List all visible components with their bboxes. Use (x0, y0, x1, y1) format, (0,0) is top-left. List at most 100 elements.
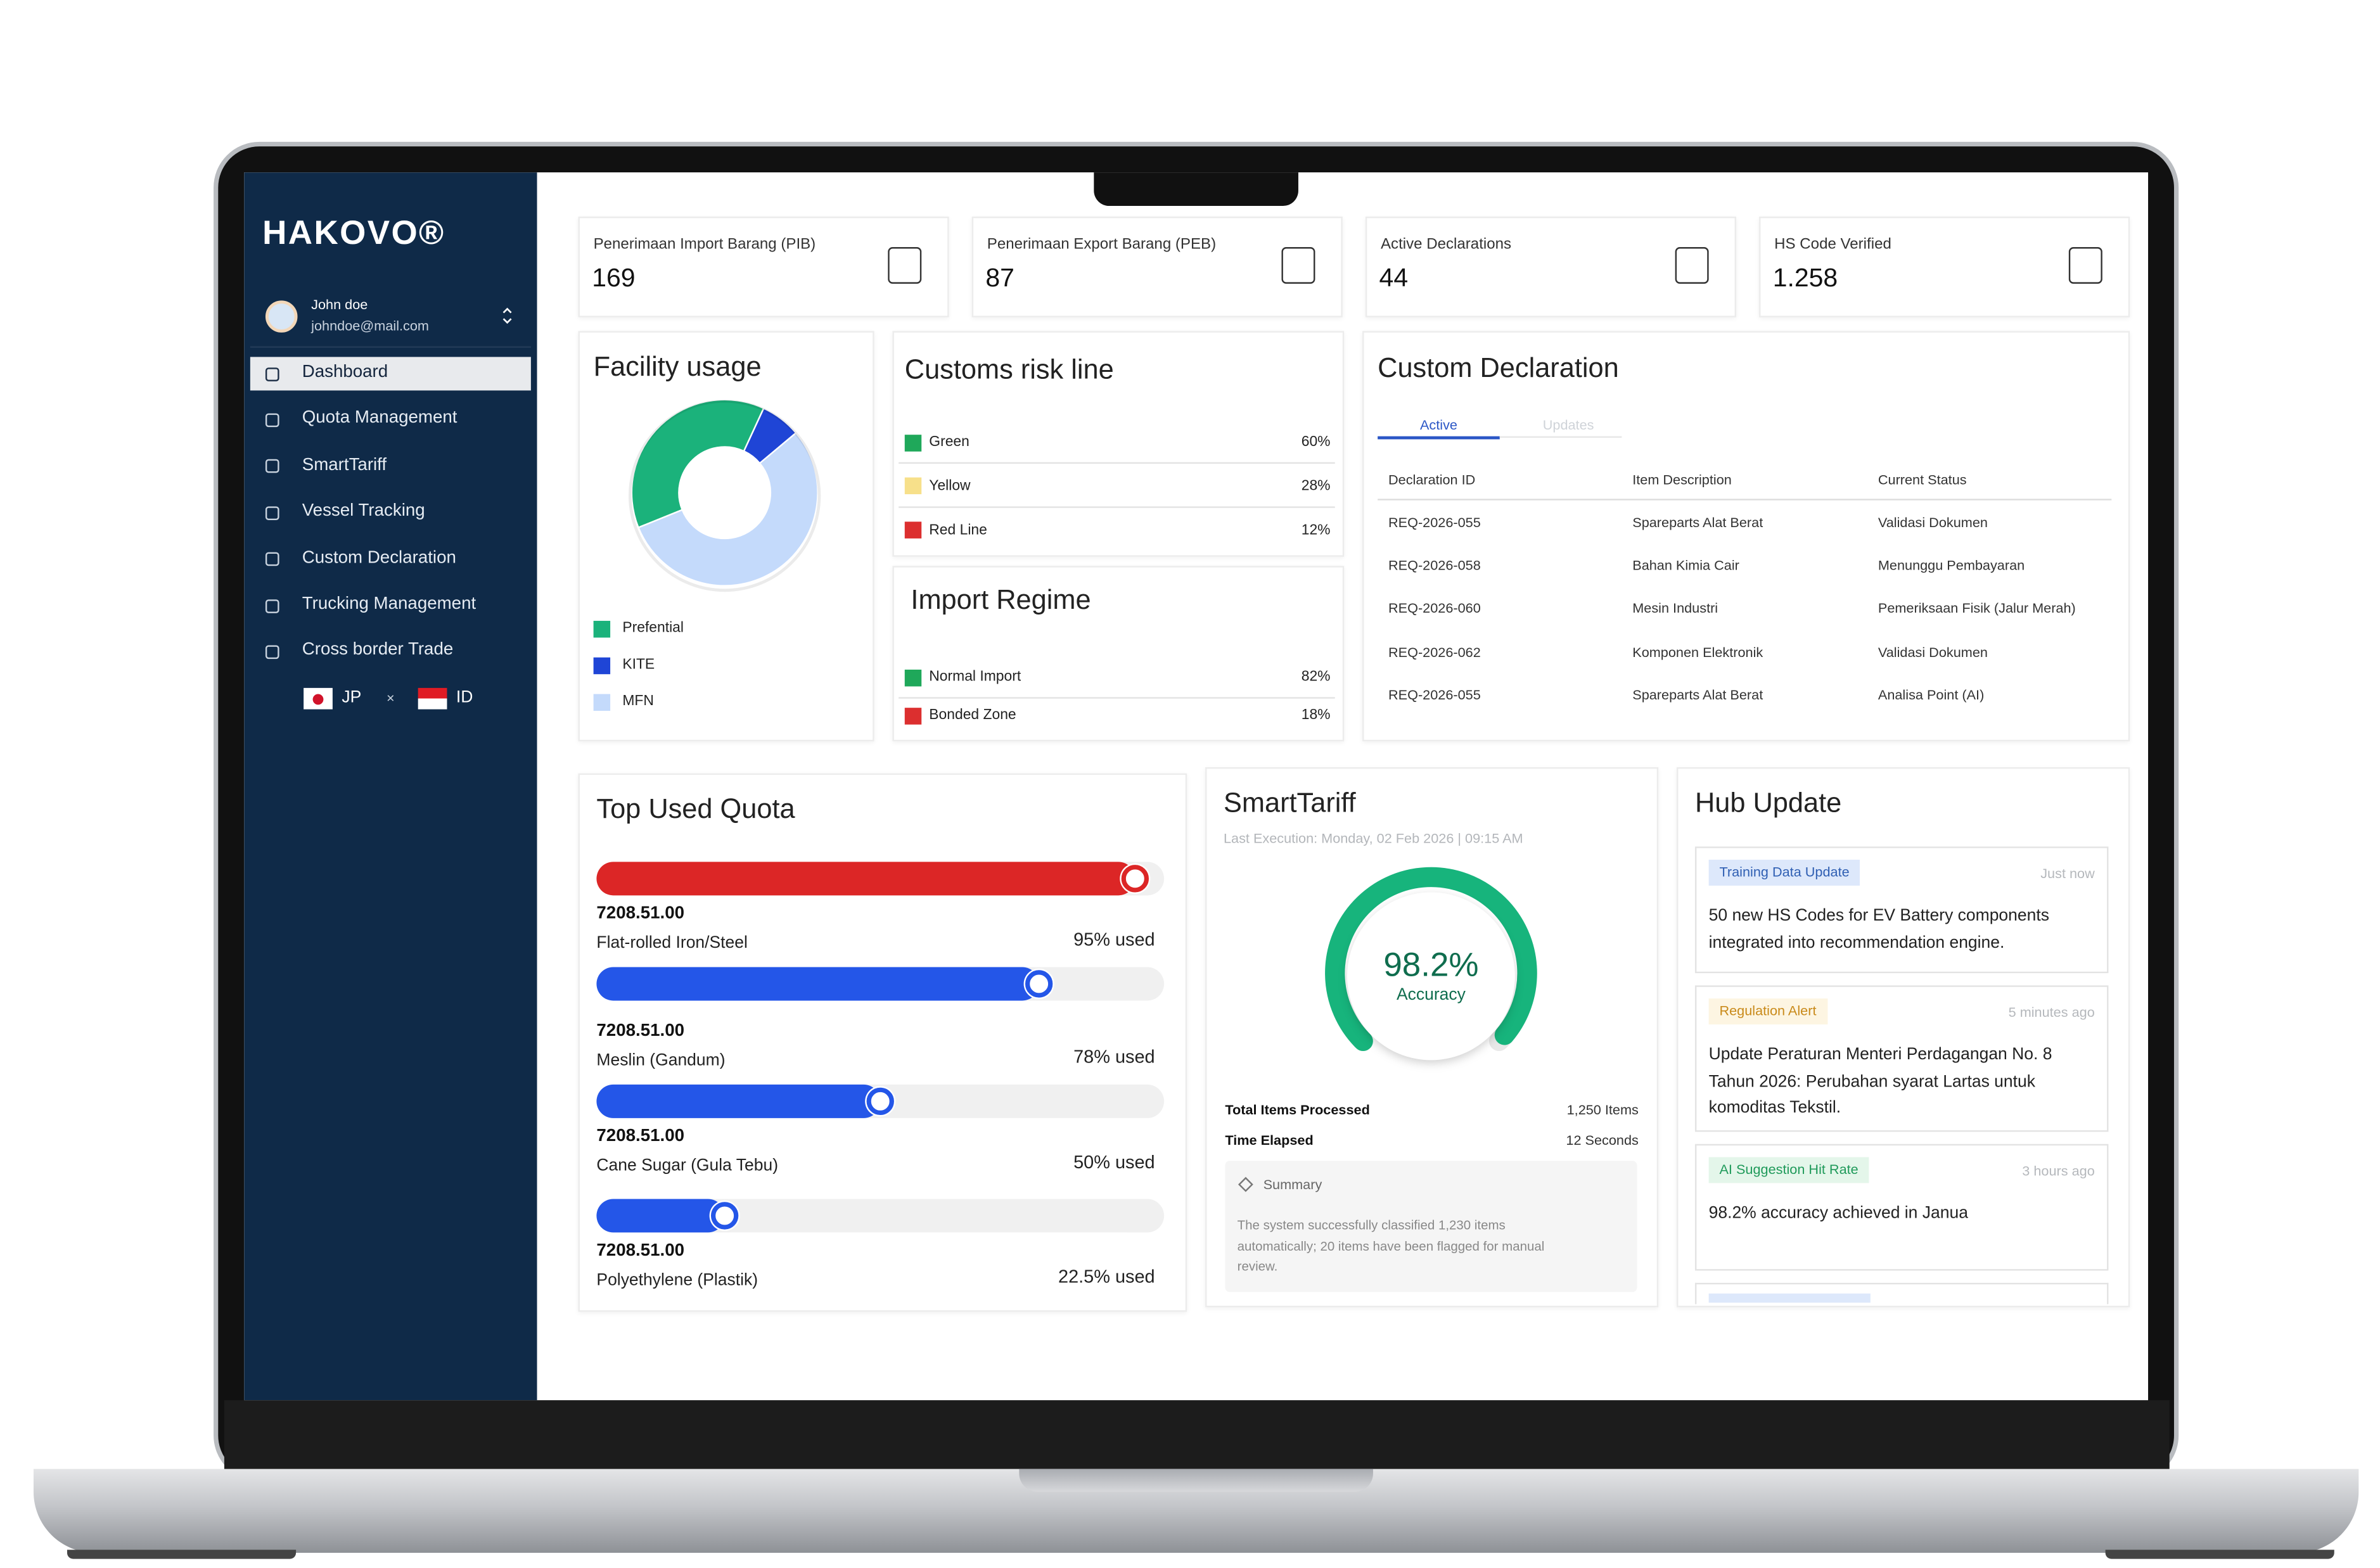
legend-swatch (593, 620, 611, 637)
stat-icon (888, 247, 922, 284)
flag-jp-dot (312, 694, 324, 705)
quota-name: Meslin (Gandum) (596, 1051, 726, 1070)
row-value: 60% (1301, 433, 1331, 451)
tab-underline (1499, 436, 1622, 438)
table-cell: Komponen Elektronik (1632, 644, 1763, 660)
trade-separator: × (387, 690, 395, 706)
stat-row-value: 12 Seconds (1566, 1131, 1639, 1147)
row-swatch (904, 433, 922, 451)
menu-label: Vessel Tracking (302, 502, 425, 521)
user-name: John doe (311, 296, 368, 312)
quota-code: 7208.51.00 (596, 905, 685, 923)
tab[interactable]: Active (1419, 417, 1457, 433)
menu-item[interactable] (250, 357, 531, 391)
risk-card (892, 331, 1345, 557)
donut-segment (630, 398, 765, 529)
card-title: Import Regime (911, 584, 1091, 615)
user-panel (250, 287, 531, 348)
last-execution: Last Execution: Monday, 02 Feb 2026 | 09… (1223, 831, 1523, 846)
foot (2105, 1550, 2334, 1559)
donut-segment (637, 431, 819, 587)
row-value: 28% (1301, 477, 1331, 495)
stat-row-label: Time Elapsed (1225, 1131, 1314, 1147)
table-cell: REQ-2026-058 (1388, 558, 1481, 573)
update-line: integrated into recommendation engine. (1708, 933, 2005, 952)
stat-value: 44 (1379, 264, 1409, 293)
stat-icon (2068, 247, 2102, 284)
card-title: Top Used Quota (596, 793, 795, 824)
menu-icon (265, 367, 279, 381)
quota-bar (596, 862, 1136, 896)
menu-icon (265, 645, 279, 659)
update-tag: Training Data Update (1708, 859, 1860, 886)
stat-value: 169 (592, 264, 636, 293)
update-line: 50 new HS Codes for EV Battery component… (1708, 907, 2049, 926)
stat-card (1759, 216, 2130, 317)
risk-card (892, 566, 1345, 742)
menu-icon (265, 413, 279, 427)
row-swatch (904, 668, 922, 686)
summary-title: Summary (1263, 1176, 1322, 1192)
card-title: Hub Update (1694, 787, 1842, 819)
menu-label: Cross border Trade (302, 641, 454, 660)
quota-code: 7208.51.00 (596, 1242, 685, 1261)
card-title: Customs risk line (904, 354, 1114, 385)
summary-line: review. (1237, 1258, 1278, 1274)
user-dropdown[interactable] (501, 305, 515, 327)
table-cell: REQ-2026-062 (1388, 644, 1481, 660)
stat-icon (1281, 247, 1315, 284)
row-value: 12% (1301, 521, 1331, 539)
foot (67, 1550, 297, 1559)
base-notch (1019, 1469, 1373, 1492)
row-divider (899, 506, 1335, 508)
menu-icon (265, 506, 279, 520)
row-label: Bonded Zone (929, 706, 1016, 723)
update-tag: Regulation Alert (1708, 998, 1827, 1024)
quota-bar (596, 1084, 881, 1118)
quota-usage: 22.5% used (1058, 1265, 1155, 1287)
quota-knob (866, 1087, 894, 1116)
quota-usage: 95% used (1073, 928, 1155, 950)
card-title: Custom Declaration (1378, 352, 1619, 383)
row-divider (899, 462, 1335, 464)
quota-bar (596, 1199, 724, 1233)
quota-usage: 78% used (1073, 1046, 1155, 1068)
bezel-bottom (224, 1400, 2170, 1471)
stat-card (1365, 216, 1736, 317)
table-cell: Bahan Kimia Cair (1632, 558, 1739, 573)
row-swatch (904, 478, 922, 495)
row-label: Red Line (929, 521, 987, 539)
stat-label: Penerimaan Export Barang (PEB) (987, 236, 1217, 253)
legend-swatch (593, 693, 611, 710)
table-cell: Pemeriksaan Fisik (Jalur Merah) (1878, 601, 2076, 616)
column-header: Declaration ID (1388, 472, 1476, 488)
quota-knob (1122, 865, 1149, 893)
table-cell: Spareparts Alat Berat (1632, 514, 1763, 530)
table-cell: REQ-2026-055 (1388, 687, 1481, 703)
tab[interactable]: Updates (1542, 417, 1594, 433)
quota-name: Cane Sugar (Gula Tebu) (596, 1157, 779, 1175)
row-label: Yellow (929, 477, 971, 495)
menu-label: SmartTariff (302, 456, 387, 475)
flag-id (418, 687, 447, 710)
update-time: 5 minutes ago (2008, 1004, 2095, 1020)
table-cell: Validasi Dokumen (1878, 514, 1988, 530)
declaration-card (1362, 331, 2130, 742)
update-time: 3 hours ago (2022, 1163, 2095, 1179)
quota-code: 7208.51.00 (596, 1127, 685, 1146)
menu-icon (265, 599, 279, 613)
legend-label: Prefential (622, 620, 684, 637)
quota-name: Flat-rolled Iron/Steel (596, 934, 748, 953)
camera-notch (1094, 172, 1298, 207)
menu-icon (265, 459, 279, 474)
legend-label: KITE (622, 656, 655, 673)
summary-line: automatically; 20 items have been flagge… (1237, 1237, 1545, 1253)
header-divider (1378, 499, 2112, 500)
table-cell: Validasi Dokumen (1878, 644, 1988, 660)
column-header: Current Status (1878, 472, 1967, 488)
trade-to: ID (456, 688, 473, 707)
stat-row-label: Total Items Processed (1225, 1102, 1370, 1118)
row-label: Normal Import (929, 668, 1021, 685)
menu-label: Trucking Management (302, 595, 477, 614)
